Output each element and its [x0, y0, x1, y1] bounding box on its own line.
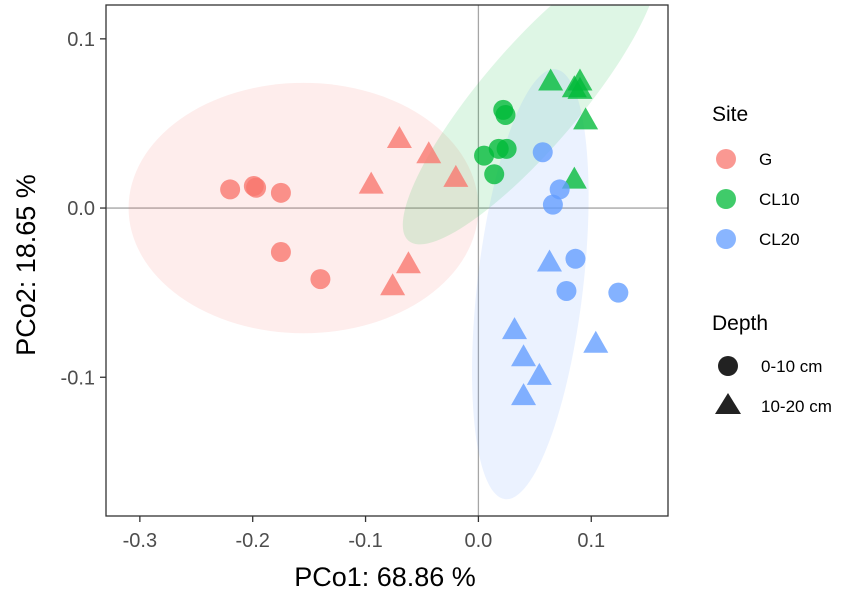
legend-label-cl20: CL20 [759, 230, 800, 249]
point-cl10-10-20-cm [538, 68, 564, 91]
point-cl10-10-20-cm [561, 166, 587, 189]
legend-item-depth-0-10: 0-10 cm [718, 356, 822, 376]
point-g-10-20-cm [386, 125, 412, 148]
legend-item-cl10: CL10 [716, 189, 800, 209]
panel-border [105, 4, 669, 517]
point-cl20-10-20-cm [526, 362, 552, 385]
point-g-0-10-cm [220, 179, 241, 200]
point-g-10-20-cm [380, 273, 406, 296]
legend-item-g: G [716, 149, 772, 169]
point-g-0-10-cm [246, 177, 267, 198]
ellipse-cl10 [402, 5, 658, 245]
legend-key-g [716, 149, 736, 169]
point-g-10-20-cm [443, 164, 469, 187]
point-g-0-10-cm [270, 242, 291, 263]
point-cl10-10-20-cm [567, 76, 593, 99]
y-tick-label: 0.1 [67, 29, 95, 51]
legend-label-g: G [759, 150, 772, 169]
legend-key-cl20 [716, 229, 736, 249]
legend-depth-title: Depth [712, 312, 768, 335]
point-cl20-0-10-cm [556, 280, 577, 301]
x-axis-title: PCo1: 68.86 % [294, 562, 476, 591]
x-tick-label: -0.2 [235, 530, 269, 552]
y-tick-label: -0.1 [61, 367, 95, 389]
point-cl20-0-10-cm [565, 248, 586, 269]
legend-site-title: Site [712, 103, 748, 126]
point-cl20-10-20-cm [502, 317, 528, 340]
legend-key-cl10 [716, 189, 736, 209]
point-cl20-10-20-cm [583, 330, 609, 353]
x-tick-label: 0.0 [465, 530, 493, 552]
point-g-0-10-cm [270, 182, 291, 203]
point-cl20-10-20-cm [511, 383, 537, 406]
legend-label-depth-10-20: 10-20 cm [761, 397, 832, 416]
x-axis-ticks: -0.3 -0.2 -0.1 0.0 0.1 [123, 516, 605, 552]
point-cl20-10-20-cm [511, 344, 537, 367]
data-points [220, 68, 629, 406]
point-cl20-0-10-cm [542, 194, 563, 215]
point-cl20-10-20-cm [537, 249, 563, 272]
point-g-10-20-cm [358, 171, 384, 194]
point-cl10-10-20-cm [573, 107, 599, 130]
point-g-10-20-cm [395, 251, 421, 274]
legend-key-triangle [715, 393, 741, 414]
y-tick-label: 0.0 [67, 198, 95, 220]
point-cl20-0-10-cm [549, 179, 570, 200]
legend-item-cl20: CL20 [716, 229, 800, 249]
y-axis-title: PCo2: 18.65 % [11, 174, 41, 356]
plot-panel [106, 5, 668, 516]
x-tick-label: 0.1 [577, 530, 605, 552]
legend-key-circle [718, 356, 738, 376]
legend-item-depth-10-20: 10-20 cm [715, 393, 832, 416]
point-cl10-0-10-cm [495, 104, 516, 125]
legend-label-depth-0-10: 0-10 cm [761, 357, 822, 376]
point-cl10-0-10-cm [484, 164, 505, 185]
point-cl20-0-10-cm [608, 282, 629, 303]
legend-label-cl10: CL10 [759, 190, 800, 209]
y-axis-ticks: 0.1 0.0 -0.1 [61, 29, 106, 389]
x-tick-label: -0.1 [348, 530, 382, 552]
point-g-10-20-cm [416, 141, 442, 164]
legend: Site G CL10 CL20 Depth 0-10 cm 10-20 cm [712, 103, 832, 416]
point-cl10-0-10-cm [496, 138, 517, 159]
point-g-0-10-cm [310, 269, 331, 290]
point-cl20-0-10-cm [532, 142, 553, 163]
x-tick-label: -0.3 [123, 530, 157, 552]
